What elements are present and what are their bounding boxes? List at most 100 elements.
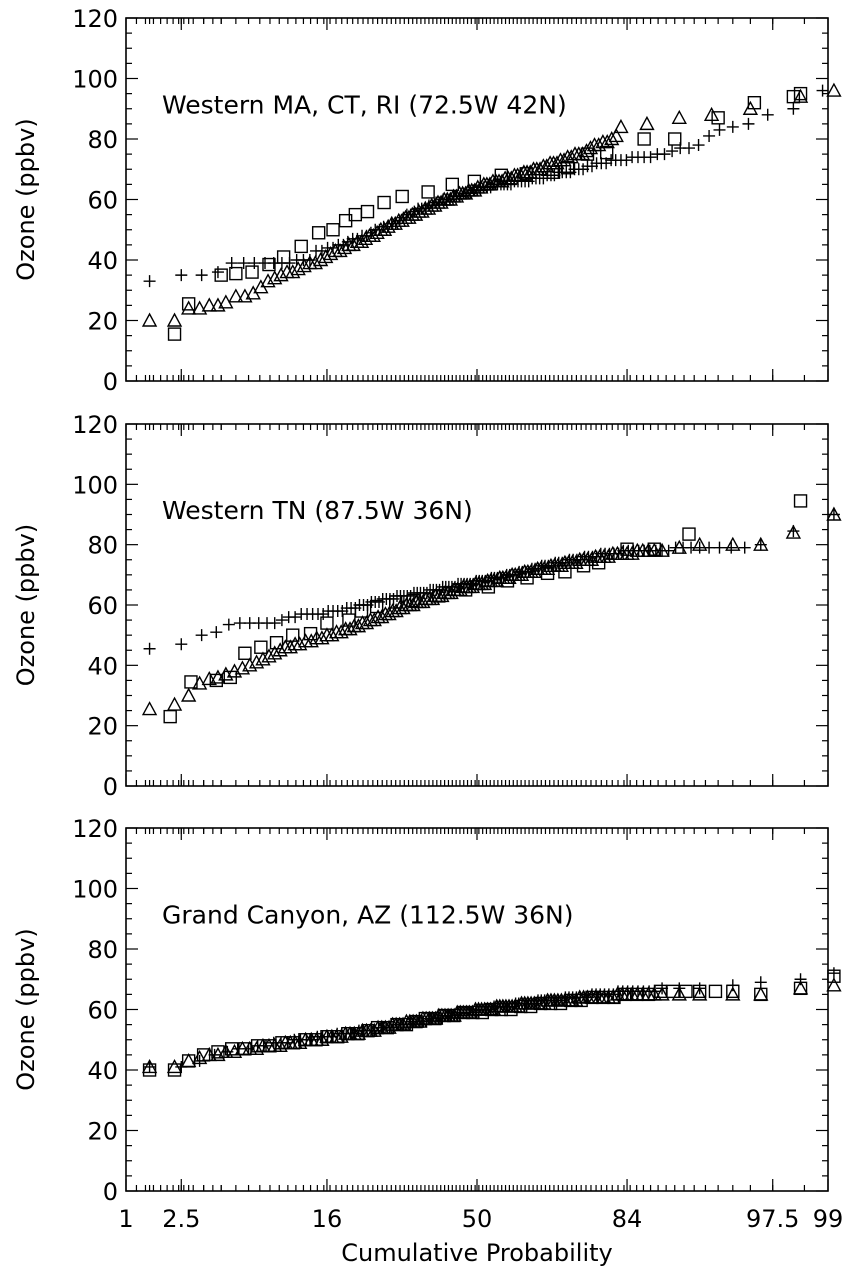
plus-marker bbox=[761, 108, 774, 121]
triangle-marker bbox=[166, 312, 183, 327]
square-marker bbox=[254, 640, 268, 654]
triangle-marker bbox=[267, 645, 283, 660]
square-marker bbox=[711, 111, 725, 125]
plus-marker bbox=[713, 123, 726, 136]
triangle-marker bbox=[482, 176, 498, 191]
square-marker bbox=[445, 177, 460, 192]
triangle-marker bbox=[374, 609, 390, 624]
series-triangle bbox=[141, 82, 842, 327]
triangle-marker bbox=[792, 88, 809, 103]
x-axis-label: Cumulative Probability bbox=[341, 1239, 612, 1267]
series-triangle bbox=[141, 506, 842, 716]
plus-marker bbox=[658, 148, 671, 161]
square-marker bbox=[793, 494, 808, 508]
triangle-marker bbox=[272, 642, 288, 657]
triangle-marker bbox=[191, 1049, 208, 1065]
square-marker bbox=[354, 604, 369, 618]
square-marker bbox=[142, 1063, 157, 1077]
triangle-marker bbox=[646, 542, 662, 557]
triangle-marker bbox=[691, 536, 708, 551]
square-marker bbox=[181, 297, 196, 311]
square-marker bbox=[262, 257, 276, 272]
plus-marker bbox=[738, 541, 751, 554]
y-tick-label: 20 bbox=[87, 308, 118, 336]
triangle-marker bbox=[549, 155, 565, 170]
square-marker bbox=[294, 239, 308, 254]
panel-3: 0 20 40 60 80 100 120 1 2.5 16 50 84 97.5 99 Ozone (pp… bbox=[12, 815, 843, 1267]
y-tick-label: 40 bbox=[87, 652, 118, 680]
square-marker bbox=[668, 132, 682, 146]
triangle-marker bbox=[267, 270, 283, 285]
triangle-marker bbox=[273, 267, 289, 282]
plus-marker bbox=[175, 269, 188, 282]
plus-marker bbox=[827, 967, 840, 980]
triangle-marker bbox=[826, 82, 842, 97]
square-marker bbox=[238, 646, 252, 660]
triangle-marker bbox=[242, 657, 258, 672]
y-tick-label: 60 bbox=[87, 592, 118, 620]
x-tick-label: 84 bbox=[612, 1205, 643, 1233]
triangle-marker bbox=[272, 1037, 288, 1052]
square-marker bbox=[303, 626, 318, 641]
plus-marker bbox=[210, 626, 223, 639]
triangle-marker bbox=[753, 986, 769, 1001]
square-marker bbox=[726, 984, 740, 999]
triangle-marker bbox=[180, 300, 197, 315]
triangle-marker bbox=[522, 164, 538, 179]
panel-title: Grand Canyon, AZ (112.5W 36N) bbox=[162, 900, 574, 929]
y-tick-label: 40 bbox=[87, 247, 118, 275]
triangle-marker bbox=[536, 995, 552, 1010]
triangle-marker bbox=[141, 701, 158, 716]
triangle-marker bbox=[395, 1016, 411, 1031]
panel-2: 0 20 40 60 80 100 120 Ozone (ppbv) Western TN (8… bbox=[12, 411, 842, 801]
y-axis-label: Ozone (ppbv) bbox=[12, 928, 40, 1090]
plus-marker bbox=[175, 638, 188, 651]
triangle-marker bbox=[314, 1031, 330, 1046]
panel-title: Western MA, CT, RI (72.5W 42N) bbox=[162, 90, 567, 119]
triangle-marker bbox=[785, 524, 802, 539]
plus-marker bbox=[317, 608, 330, 621]
plus-marker bbox=[816, 84, 829, 97]
plus-marker bbox=[143, 275, 156, 288]
y-tick-label: 100 bbox=[72, 471, 118, 499]
square-marker bbox=[692, 984, 707, 999]
series-triangle bbox=[141, 977, 842, 1074]
triangle-marker bbox=[604, 131, 620, 146]
triangle-marker bbox=[605, 989, 621, 1004]
triangle-marker bbox=[826, 506, 842, 521]
square-marker bbox=[679, 984, 693, 999]
plus-marker bbox=[703, 129, 716, 142]
square-marker bbox=[311, 226, 326, 240]
series-plus bbox=[143, 967, 840, 1073]
triangle-marker bbox=[248, 1040, 265, 1056]
square-marker bbox=[163, 709, 177, 724]
triangle-marker bbox=[654, 986, 670, 1001]
plus-marker bbox=[268, 617, 281, 630]
x-tick-label: 97.5 bbox=[746, 1205, 799, 1233]
triangle-marker bbox=[510, 998, 527, 1013]
y-tick-label: 20 bbox=[87, 713, 118, 741]
triangle-marker bbox=[180, 687, 197, 702]
plus-marker bbox=[742, 117, 755, 130]
y-tick-label: 0 bbox=[103, 773, 118, 801]
series-square bbox=[142, 969, 841, 1077]
triangle-marker bbox=[234, 1040, 251, 1056]
triangle-marker bbox=[234, 660, 251, 675]
y-tick-label: 20 bbox=[87, 1118, 118, 1146]
square-marker bbox=[421, 185, 435, 199]
plus-marker bbox=[794, 973, 807, 986]
triangle-marker bbox=[255, 651, 271, 666]
triangle-marker bbox=[228, 288, 244, 303]
plus-marker bbox=[275, 614, 288, 627]
plus-marker bbox=[237, 257, 250, 270]
y-tick-label: 80 bbox=[87, 532, 118, 560]
triangle-marker bbox=[314, 630, 330, 645]
plus-marker bbox=[787, 102, 800, 115]
x-tick-label: 99 bbox=[813, 1205, 844, 1233]
square-marker bbox=[395, 189, 409, 204]
y-tick-label: 0 bbox=[103, 1178, 118, 1206]
triangle-marker bbox=[624, 545, 640, 560]
triangle-marker bbox=[489, 572, 505, 588]
x-tick-label: 2.5 bbox=[162, 1205, 200, 1233]
